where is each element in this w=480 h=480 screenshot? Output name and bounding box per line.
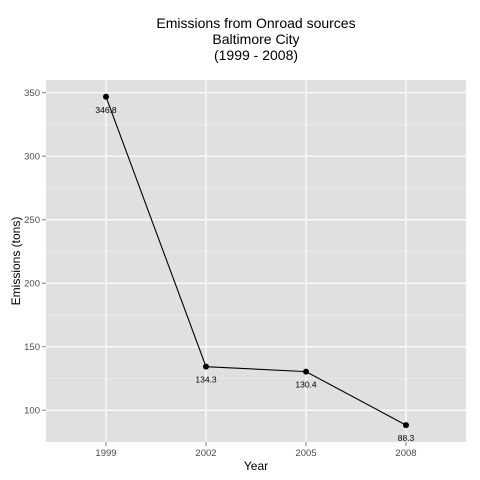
chart-title-line-3: (1999 - 2008) xyxy=(214,47,298,63)
chart-title-line-2: Baltimore City xyxy=(212,31,299,47)
y-tick-label-0: 100 xyxy=(24,406,40,417)
data-label-1: 134.3 xyxy=(195,375,217,385)
y-axis-title: Emissions (tons) xyxy=(9,217,23,306)
x-tick-label-0: 1999 xyxy=(95,448,116,459)
data-label-3: 88.3 xyxy=(398,433,415,443)
y-axis-ticks: 100 150 200 250 300 350 xyxy=(24,88,46,417)
data-point-3 xyxy=(403,422,409,429)
x-tick-label-2: 2005 xyxy=(295,448,316,459)
data-label-2: 130.4 xyxy=(295,380,317,390)
data-point-2 xyxy=(303,368,309,375)
series-line-0 xyxy=(105,96,407,426)
x-axis-title: Year xyxy=(244,459,268,473)
plot-panel xyxy=(46,80,466,442)
data-point-0 xyxy=(103,93,109,100)
x-tick-label-3: 2008 xyxy=(395,448,416,459)
y-tick-label-2: 200 xyxy=(24,279,40,290)
y-tick-label-3: 250 xyxy=(24,215,40,226)
data-label-0: 346.8 xyxy=(95,105,117,115)
y-tick-label-1: 150 xyxy=(24,342,40,353)
y-tick-label-4: 300 xyxy=(24,152,40,163)
y-tick-label-5: 350 xyxy=(24,88,40,99)
x-tick-label-1: 2002 xyxy=(195,448,216,459)
data-point-1 xyxy=(203,363,209,370)
chart-title-line-1: Emissions from Onroad sources xyxy=(156,15,355,31)
x-axis-ticks: 1999 2002 2005 2008 xyxy=(95,442,417,459)
series-group: 346.8 134.3 130.4 88.3 xyxy=(95,93,415,443)
